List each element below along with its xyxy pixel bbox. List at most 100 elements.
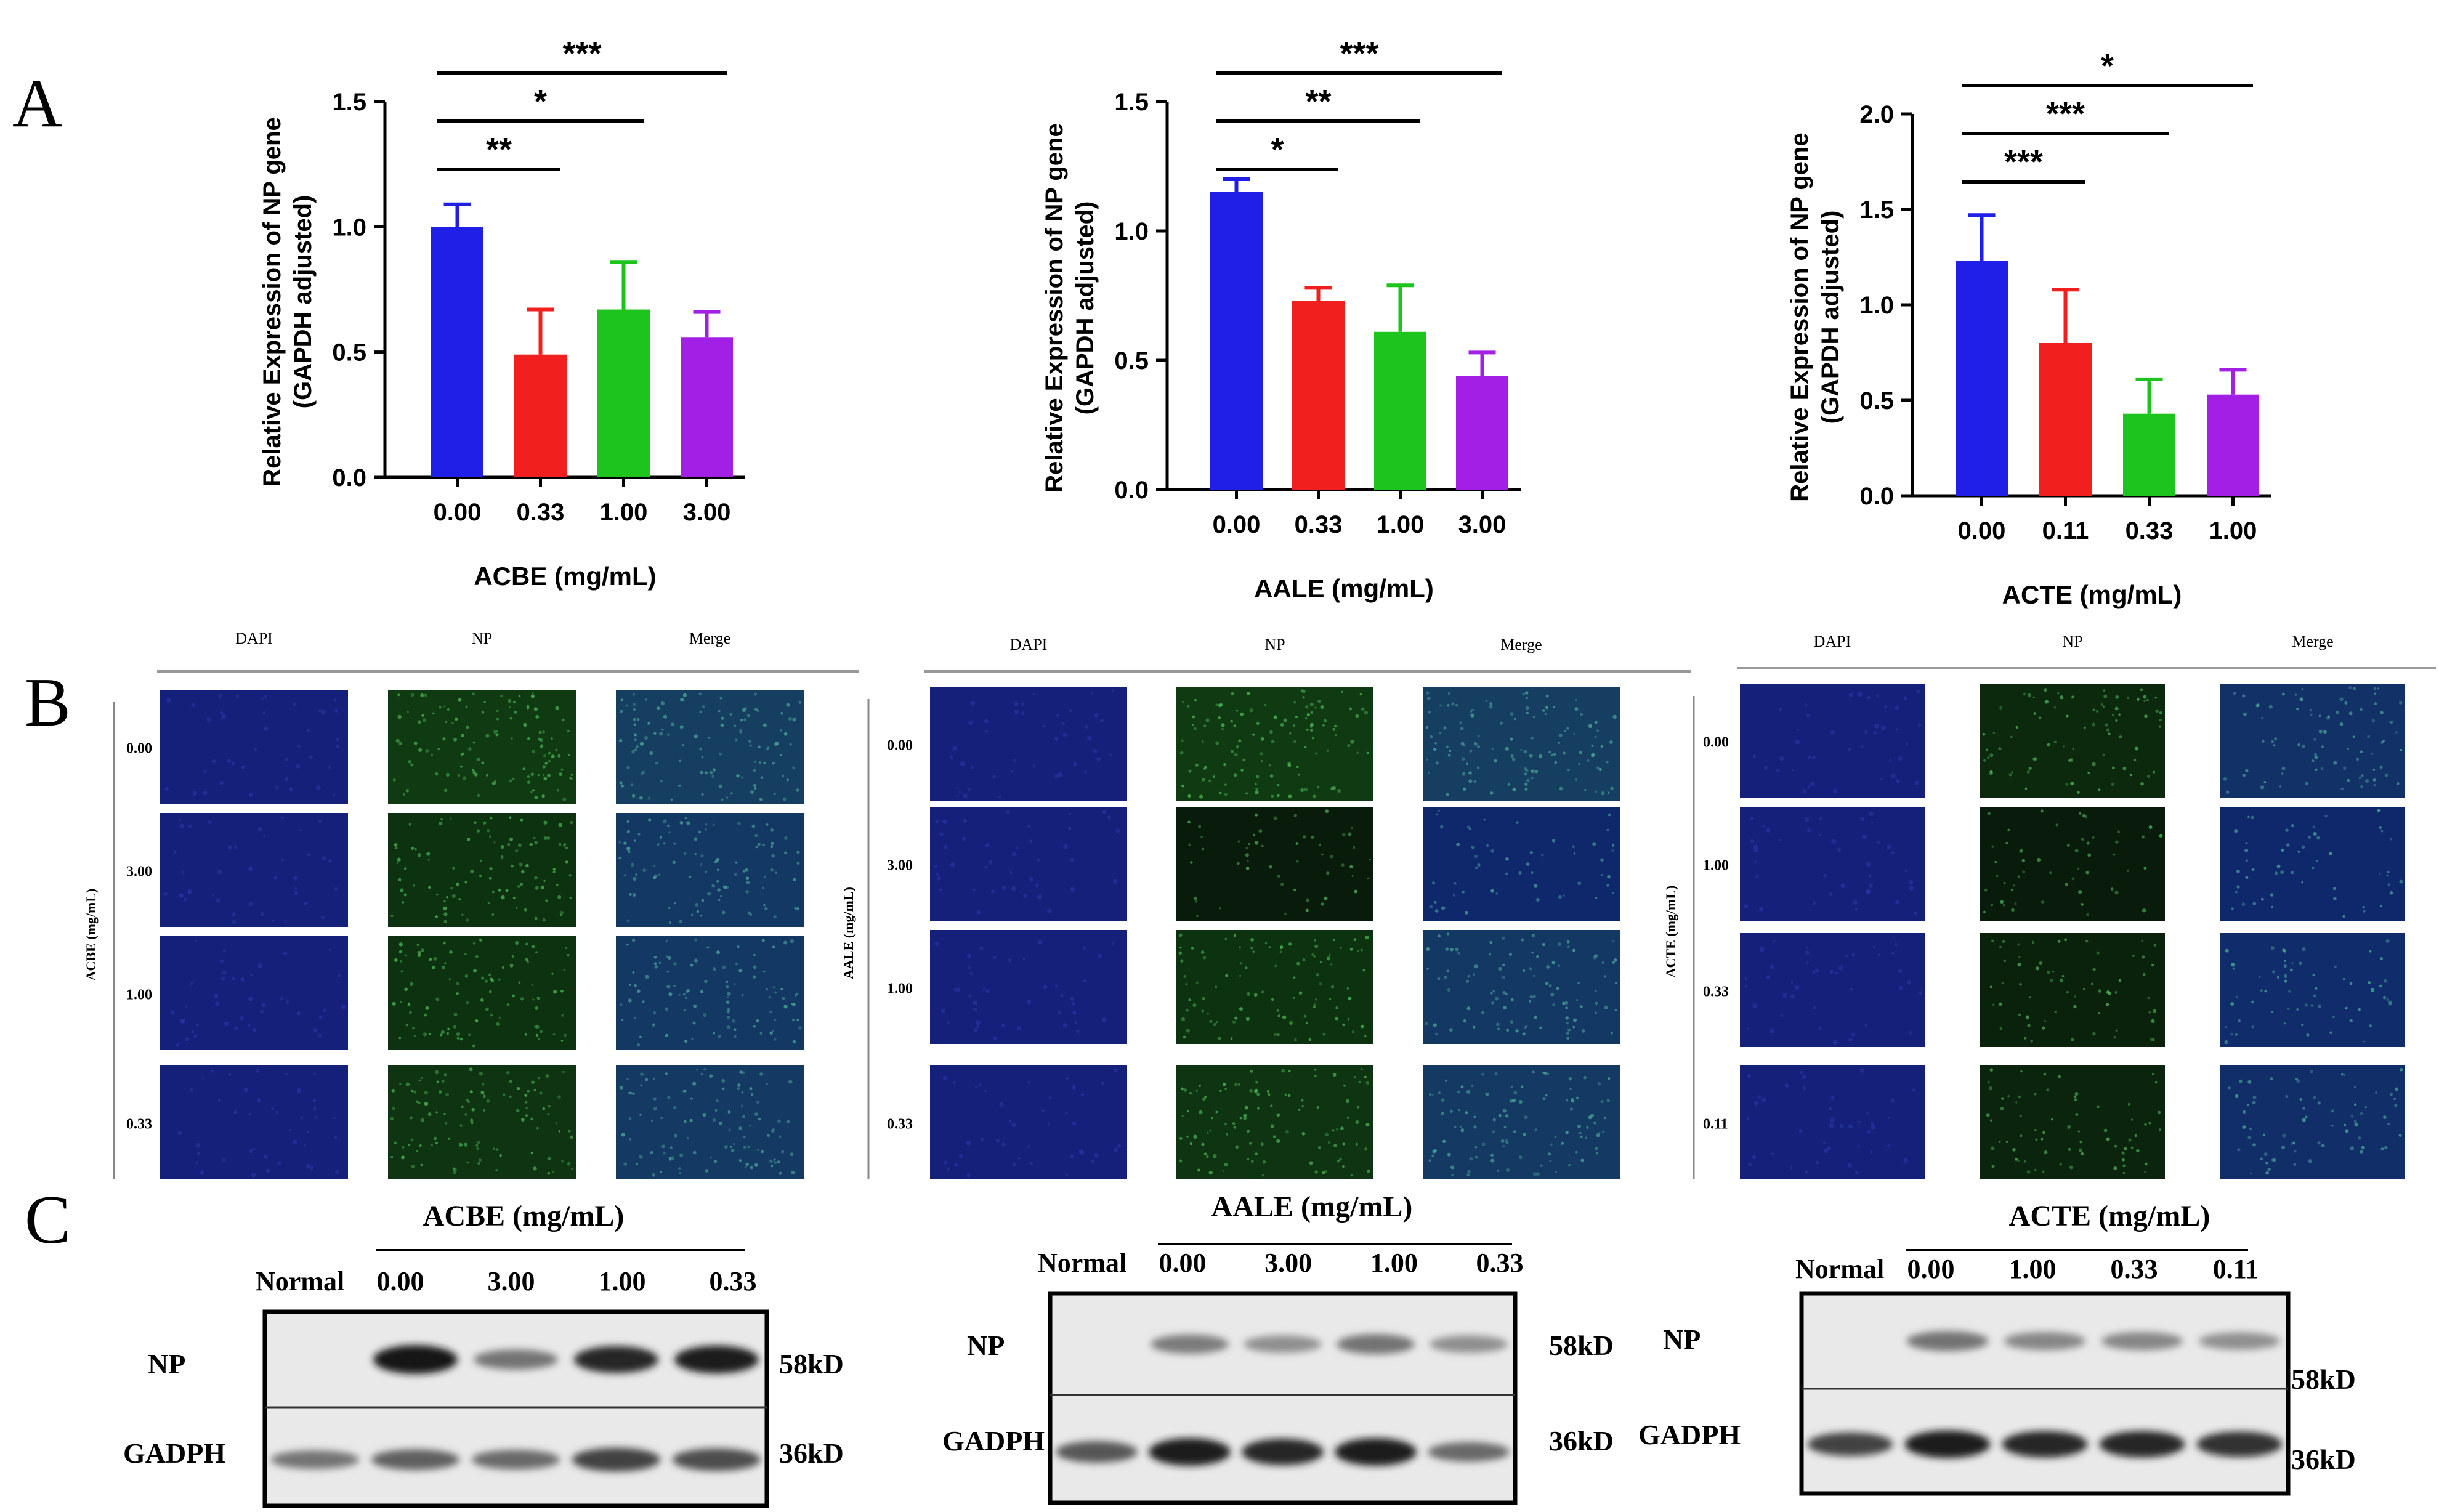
if-speckle	[1989, 771, 1994, 775]
if-speckle	[548, 1104, 551, 1108]
if-speckle	[1260, 737, 1264, 741]
if-speckle	[1442, 1139, 1446, 1143]
if-speckle	[631, 750, 635, 754]
if-speckle	[792, 766, 795, 769]
if-speckle	[684, 1090, 687, 1093]
if-image-merge	[2220, 807, 2405, 921]
if-speckle	[1222, 1082, 1226, 1086]
if-speckle	[2301, 688, 2304, 690]
if-speckle	[1183, 1035, 1186, 1039]
if-speckle	[2276, 864, 2281, 868]
if-speckle	[2324, 814, 2328, 818]
if-speckle	[1991, 939, 1994, 942]
if-speckle	[1236, 709, 1239, 712]
if-speckle	[2346, 778, 2350, 783]
if-speckle	[735, 962, 738, 966]
if-speckle	[1795, 740, 1800, 745]
if-speckle	[1855, 1171, 1859, 1174]
if-speckle	[2236, 885, 2240, 889]
if-speckle	[481, 761, 485, 765]
if-speckle	[473, 969, 477, 973]
if-speckle	[1454, 1126, 1457, 1128]
if-speckle	[2344, 701, 2348, 705]
if-speckle	[568, 1130, 571, 1133]
if-speckle	[753, 1025, 756, 1028]
if-speckle	[2272, 1158, 2276, 1162]
if-speckle	[1994, 860, 1997, 863]
if-speckle	[2263, 781, 2267, 784]
if-speckle	[968, 994, 972, 998]
if-speckle	[434, 772, 439, 776]
if-speckle	[2314, 753, 2317, 756]
if-speckle	[743, 1145, 746, 1149]
if-speckle	[1097, 953, 1102, 959]
if-speckle	[1065, 1173, 1068, 1176]
if-speckle	[321, 710, 325, 714]
if-speckle	[2140, 688, 2143, 692]
if-speckle	[479, 938, 482, 942]
if-speckle	[283, 952, 288, 956]
if-speckle	[958, 1154, 963, 1158]
if-speckle	[2231, 907, 2234, 910]
if-speckle	[1260, 752, 1263, 756]
if-speckle	[1579, 750, 1582, 754]
if-speckle	[1083, 770, 1088, 774]
y-tick-label: 0.5	[1114, 347, 1149, 374]
if-image-np	[1176, 1065, 1373, 1179]
if-speckle	[1472, 1025, 1476, 1029]
if-speckle	[1427, 771, 1431, 774]
if-speckle	[1450, 1110, 1453, 1113]
if-speckle	[2151, 1073, 2154, 1076]
if-speckle	[1987, 756, 1990, 759]
if-speckle	[1069, 708, 1072, 713]
if-speckle	[1268, 764, 1272, 767]
if-speckle	[1349, 707, 1353, 711]
if-speckle	[332, 1116, 336, 1120]
if-speckle	[1823, 1148, 1829, 1154]
x-tick-label: 3.00	[683, 499, 731, 526]
if-speckle	[2356, 758, 2360, 761]
if-speckle	[704, 828, 707, 831]
if-speckle	[690, 1097, 694, 1100]
if-speckle	[1545, 981, 1549, 985]
if-speckle	[1303, 1014, 1307, 1018]
if-speckle	[1463, 744, 1466, 747]
y-tick-label: 1.5	[1114, 89, 1149, 116]
if-speckle	[490, 1013, 493, 1017]
if-speckle	[704, 979, 708, 984]
if-speckle	[778, 1135, 782, 1138]
if-speckle	[1287, 1094, 1291, 1097]
if-speckle	[480, 1090, 485, 1094]
if-speckle	[1540, 1164, 1543, 1167]
if-speckle	[763, 761, 766, 764]
if-image-merge	[2220, 933, 2405, 1047]
if-speckle	[479, 874, 482, 878]
if-speckle	[551, 972, 554, 975]
if-speckle	[1070, 997, 1075, 1001]
if-speckle	[759, 1072, 764, 1076]
if-speckle	[1524, 782, 1528, 786]
if-speckle	[653, 865, 655, 867]
if-speckle	[1183, 974, 1187, 978]
if-speckle	[2111, 783, 2114, 786]
if-speckle	[1221, 723, 1225, 727]
if-speckle	[2296, 1008, 2299, 1011]
if-speckle	[2311, 759, 2315, 763]
if-speckle	[532, 789, 535, 792]
if-speckle	[2362, 905, 2365, 909]
if-speckle	[1239, 974, 1242, 977]
if-speckle	[535, 1033, 539, 1037]
if-speckle	[735, 738, 738, 742]
if-speckle	[1192, 724, 1194, 727]
if-speckle	[653, 732, 657, 735]
if-speckle	[620, 698, 624, 702]
significance-label: ***	[562, 35, 601, 72]
if-speckle	[736, 945, 740, 948]
if-speckle	[961, 836, 966, 841]
if-speckle	[1462, 772, 1466, 776]
if-speckle	[2235, 891, 2238, 894]
if-speckle	[626, 943, 629, 946]
if-speckle	[1317, 1146, 1321, 1149]
if-speckle	[461, 913, 464, 916]
if-speckle	[1818, 833, 1822, 837]
